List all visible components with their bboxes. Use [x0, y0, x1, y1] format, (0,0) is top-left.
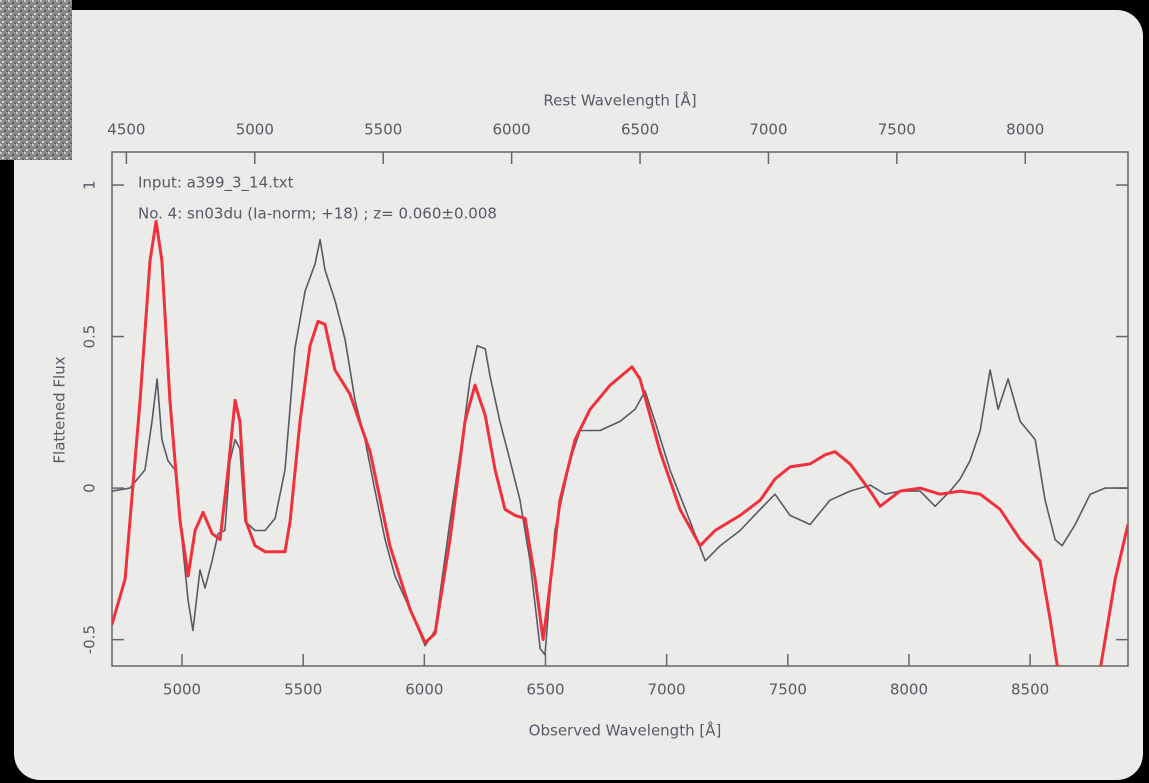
- y-tick-label: 0.5: [81, 325, 99, 349]
- x-tick-label: 7500: [769, 681, 807, 699]
- series-line: [112, 219, 1128, 666]
- top-axis-label: Rest Wavelength [Å]: [543, 91, 696, 110]
- y-axis-label: Flattened Flux: [51, 356, 69, 463]
- series-line: [112, 238, 1128, 656]
- x-tick-label: 8500: [1011, 681, 1049, 699]
- y-tick-label: -0.5: [81, 625, 99, 654]
- x-tick-label: 7000: [648, 681, 686, 699]
- top-tick-label: 6500: [621, 121, 659, 139]
- top-tick-label: 7000: [749, 121, 787, 139]
- legend-entry: No. 4: sn03du (Ia-norm; +18) ; z= 0.060±…: [138, 205, 497, 223]
- top-tick-label: 5000: [236, 121, 274, 139]
- x-tick-label: 5000: [163, 681, 201, 699]
- top-tick-label: 5500: [364, 121, 402, 139]
- plot-area: [112, 219, 1128, 666]
- x-tick-label: 5500: [284, 681, 322, 699]
- top-tick-label: 4500: [107, 121, 145, 139]
- y-tick-label: 1: [81, 180, 99, 190]
- plot-frame: [111, 151, 1129, 667]
- x-axis-label: Observed Wavelength [Å]: [529, 721, 722, 740]
- x-tick-label: 6000: [405, 681, 443, 699]
- top-tick-label: 7500: [878, 121, 916, 139]
- x-tick-label: 8000: [890, 681, 928, 699]
- x-tick-label: 6500: [526, 681, 564, 699]
- top-tick-label: 6000: [493, 121, 531, 139]
- top-tick-label: 8000: [1006, 121, 1044, 139]
- thumbnail: [0, 0, 72, 160]
- y-tick-label: 0: [81, 483, 99, 493]
- legend-entry: Input: a399_3_14.txt: [138, 174, 294, 193]
